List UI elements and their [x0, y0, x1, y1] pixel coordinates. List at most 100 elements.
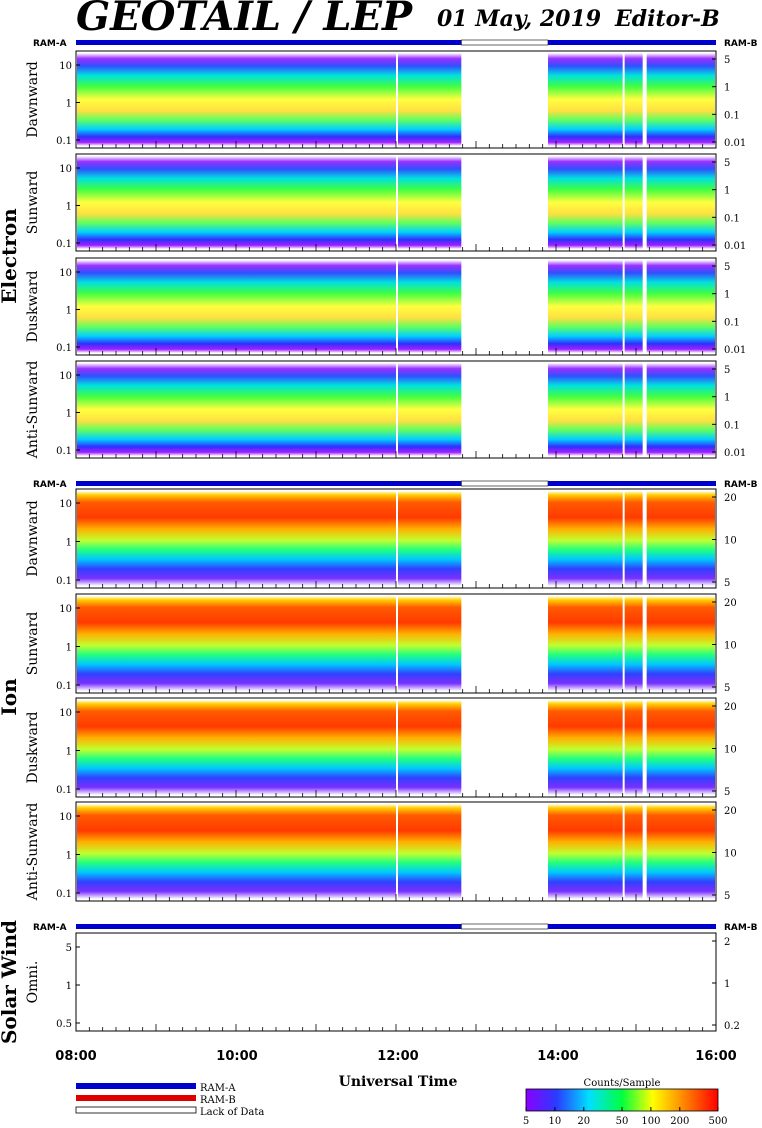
colorbar-tick-label: 200 [670, 1116, 689, 1127]
ram-bar-gap [461, 39, 549, 46]
y-tick-label-right: 10 [724, 641, 737, 652]
y-tick-label-right: 5 [724, 55, 730, 66]
data-gap-line [622, 155, 625, 250]
y-tick-label: 5 [66, 943, 72, 954]
spectrogram-segment [548, 804, 715, 899]
colorbar-tick-label: 10 [549, 1116, 562, 1127]
data-gap-line [642, 490, 647, 587]
group-label: Ion [0, 678, 21, 716]
spectrogram-segment [77, 700, 462, 795]
panel: 10 1 0.1 20 10 5 Dawnward [25, 488, 737, 589]
legend-label: RAM-B [200, 1095, 236, 1106]
ram-bar-segment [76, 40, 462, 45]
data-gap-line [396, 259, 398, 354]
x-tick-label: 14:00 [537, 1049, 578, 1064]
spectrogram-segment [548, 596, 715, 691]
y-tick-label-right: 1 [724, 290, 730, 301]
y-tick-label: 0.1 [56, 136, 72, 147]
panel-frame [75, 932, 717, 1032]
group-label: Electron [0, 208, 21, 304]
legend-swatch-lack-of-data [75, 1106, 197, 1114]
y-tick-label-right: 0.01 [724, 448, 746, 459]
spectrogram-segment [77, 363, 462, 456]
data-gap-line [642, 595, 647, 692]
ram-bar-gap [461, 923, 549, 930]
data-gap-line [396, 490, 398, 587]
data-gap-line [396, 595, 398, 692]
y-tick-label-right: 20 [724, 493, 737, 504]
y-tick-label-right: 0.2 [724, 1021, 740, 1032]
y-tick-label: 1 [66, 409, 72, 420]
y-tick-label: 1 [66, 643, 72, 654]
y-tick-label-right: 5 [724, 262, 730, 273]
spectrogram-segment [548, 491, 715, 586]
y-tick-label-right: 0.01 [724, 241, 746, 252]
colorbar-tick-label: 100 [641, 1116, 660, 1127]
data-gap-line [622, 699, 625, 796]
y-tick-label: 0.5 [56, 1019, 72, 1030]
x-tick-label: 16:00 [695, 1049, 736, 1064]
y-tick-label-right: 1 [724, 186, 730, 197]
spectrogram-segment [77, 53, 462, 146]
x-tick-label: 08:00 [55, 1049, 96, 1064]
y-tick-label-right: 20 [724, 702, 737, 713]
data-gap-line [396, 362, 398, 457]
y-tick-label-right: 5 [724, 683, 730, 694]
y-tick-label-right: 10 [724, 849, 737, 860]
y-tick-label-right: 0.01 [724, 345, 746, 356]
ram-a-label: RAM-A [33, 923, 67, 933]
y-tick-label-right: 0.1 [724, 213, 740, 224]
y-tick-label: 0.1 [56, 446, 72, 457]
panel: 10 1 0.1 5 1 0.1 0.01 Anti-Sunward [25, 360, 746, 460]
y-tick-label: 0.1 [56, 681, 72, 692]
panel: 10 1 0.1 20 10 5 Duskward [25, 697, 737, 798]
y-tick-label: 1 [66, 851, 72, 862]
x-axis-label: Universal Time [339, 1074, 458, 1090]
panel-label: Sunward [25, 612, 41, 676]
data-gap-line [622, 595, 625, 692]
y-tick-label-right: 2 [724, 937, 730, 948]
panel-label: Dawnward [25, 61, 41, 138]
panel-label: Duskward [25, 712, 41, 784]
legend-swatch-ram-a [76, 1083, 196, 1089]
y-tick-label: 10 [59, 371, 72, 382]
colorbar-tick-label: 50 [616, 1116, 629, 1127]
y-tick-label-right: 1 [724, 83, 730, 94]
panel: 10 1 0.1 5 1 0.1 0.01 Dawnward [25, 50, 746, 149]
ram-bar-segment [548, 924, 716, 929]
y-tick-label: 10 [59, 708, 72, 719]
spectrogram-segment [548, 700, 715, 795]
y-tick-label: 10 [59, 812, 72, 823]
y-tick-label-right: 10 [724, 536, 737, 547]
y-tick-label: 1 [66, 99, 72, 110]
x-tick-label: 12:00 [377, 1049, 418, 1064]
panels-layer: RAM-A RAM-B 10 1 0.1 5 1 0.1 0.01 Dawnward 10 1 0.1 5… [0, 39, 758, 1044]
plot-editor: Editor-B [614, 6, 720, 32]
y-tick-label-right: 10 [724, 745, 737, 756]
data-gap-line [396, 699, 398, 796]
y-tick-label: 1 [66, 306, 72, 317]
y-tick-label: 1 [66, 202, 72, 213]
ram-b-label: RAM-B [724, 923, 758, 933]
panel-label: Duskward [25, 271, 41, 343]
panel-label: Omni. [25, 961, 41, 1004]
y-tick-label-right: 20 [724, 806, 737, 817]
legend-label: RAM-A [200, 1083, 236, 1094]
panel-label: Anti-Sunward [25, 361, 41, 460]
x-tick-label: 10:00 [216, 1049, 257, 1064]
y-tick-label-right: 1 [724, 979, 730, 990]
spectrogram-segment [77, 156, 462, 249]
data-gap-line [642, 362, 647, 457]
panel-label: Dawnward [25, 500, 41, 577]
y-tick-label: 10 [59, 61, 72, 72]
y-tick-label: 1 [66, 538, 72, 549]
colorbar: Counts/Sample 5 10 20 50 100 200 500 [523, 1078, 728, 1127]
data-gap-line [396, 803, 398, 900]
colorbar-title: Counts/Sample [584, 1078, 661, 1089]
spectrogram-segment [548, 53, 715, 146]
y-tick-label: 10 [59, 164, 72, 175]
y-tick-label: 0.1 [56, 239, 72, 250]
ram-b-label: RAM-B [724, 480, 758, 490]
group-label: Solar Wind [0, 920, 21, 1044]
